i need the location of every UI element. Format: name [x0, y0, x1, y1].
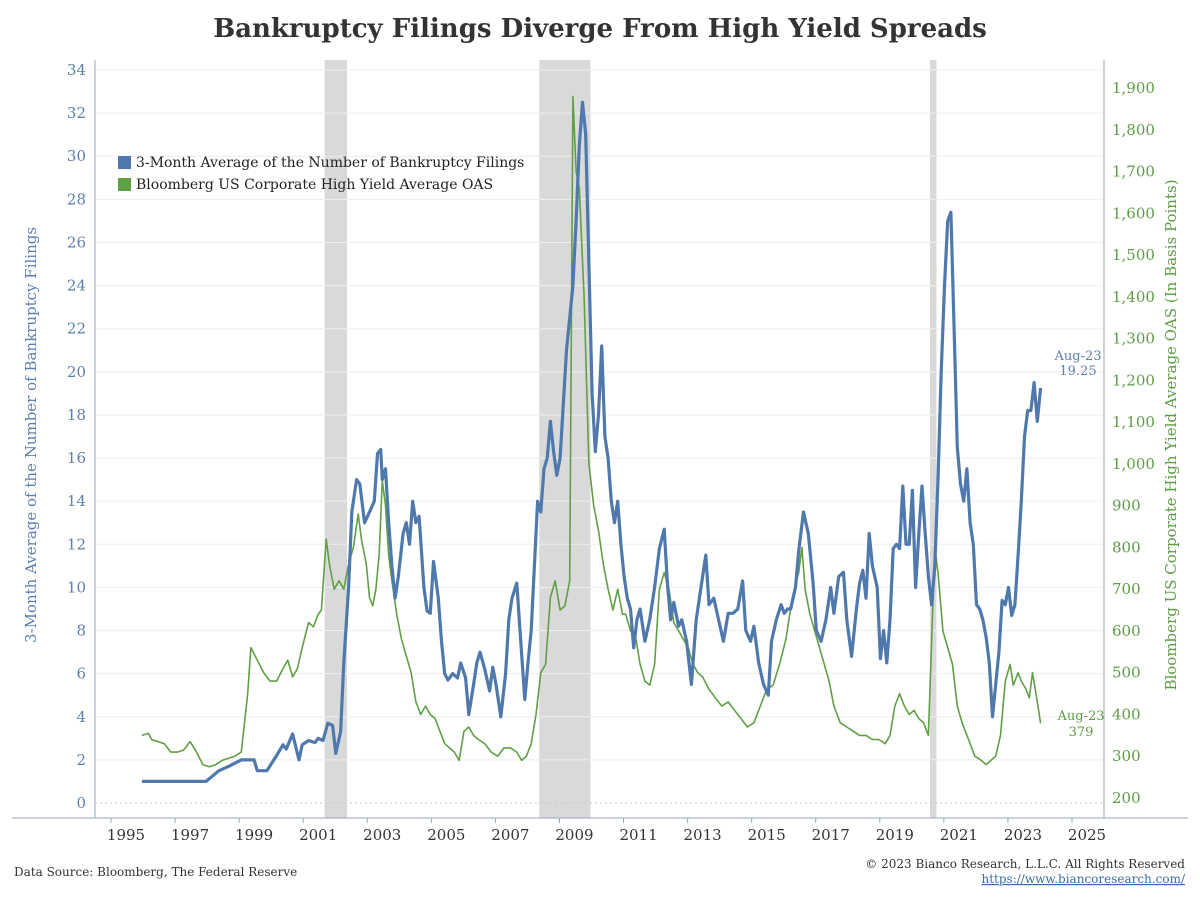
- y-left-tick-label: 34: [67, 61, 86, 79]
- annotation-filings: Aug-23 19.25: [1053, 349, 1101, 379]
- y-right-tick-label: 500: [1112, 664, 1141, 682]
- y-left-tick-label: 26: [67, 233, 86, 251]
- y-left-tick-label: 12: [67, 535, 86, 553]
- x-tick-label: 2013: [684, 826, 722, 844]
- y-right-tick-label: 1,800: [1112, 121, 1155, 139]
- y-left-tick-label: 16: [67, 449, 86, 467]
- y-left-tick-label: 6: [76, 665, 86, 683]
- y-left-tick-label: 22: [67, 320, 86, 338]
- y-right-tick-label: 1,900: [1112, 79, 1155, 97]
- y-left-tick-label: 28: [67, 190, 86, 208]
- y-left-tick-label: 4: [76, 708, 86, 726]
- y-left-tick-label: 30: [67, 147, 86, 165]
- y-right-tick-label: 1,500: [1112, 246, 1155, 264]
- y-left-tick-label: 10: [67, 578, 86, 596]
- x-tick-label: 2023: [1004, 826, 1042, 844]
- y-axis-left-label: 3-Month Average of the Number of Bankrup…: [22, 227, 40, 643]
- recession-band-1: [539, 60, 591, 818]
- x-tick-label: 1995: [107, 826, 145, 844]
- legend-label-filings: 3-Month Average of the Number of Bankrup…: [136, 155, 524, 171]
- y-right-tick-label: 600: [1112, 622, 1141, 640]
- y-left-tick-label: 0: [76, 794, 86, 812]
- legend: 3-Month Average of the Number of Bankrup…: [118, 155, 524, 193]
- annotation-oas-label: Aug-23: [1056, 709, 1104, 724]
- y-right-tick-label: 1,000: [1112, 455, 1155, 473]
- x-tick-label: 2009: [555, 826, 593, 844]
- annotation-filings-label: Aug-23: [1053, 349, 1101, 364]
- series-line-oas: [141, 95, 1042, 768]
- annotation-filings-value: 19.25: [1059, 364, 1096, 379]
- legend-label-oas: Bloomberg US Corporate High Yield Averag…: [136, 177, 493, 193]
- chart-title: Bankruptcy Filings Diverge From High Yie…: [213, 14, 987, 44]
- series-lines: [141, 95, 1043, 783]
- y-right-tick-label: 1,700: [1112, 163, 1155, 181]
- x-tick-label: 2017: [812, 826, 850, 844]
- y-right-tick-label: 700: [1112, 580, 1141, 598]
- y-axis-right-label: Bloomberg US Corporate High Yield Averag…: [1162, 179, 1180, 690]
- y-left-tick-label: 14: [67, 492, 86, 510]
- x-tick-label: 2025: [1068, 826, 1106, 844]
- y-right-tick-label: 200: [1112, 789, 1141, 807]
- recession-band-0: [324, 60, 348, 818]
- y-right-tick-label: 1,100: [1112, 413, 1155, 431]
- x-tick-label: 2005: [427, 826, 465, 844]
- y-right-tick-label: 1,300: [1112, 330, 1155, 348]
- x-tick-label: 2015: [748, 826, 786, 844]
- x-tick-label: 2003: [363, 826, 401, 844]
- y-right-tick-label: 1,200: [1112, 371, 1155, 389]
- annotation-oas-value: 379: [1069, 725, 1094, 740]
- x-tick-label: 1999: [235, 826, 273, 844]
- x-tick-label: 2007: [491, 826, 529, 844]
- y-right-tick-label: 800: [1112, 538, 1141, 556]
- y-right-tick-label: 900: [1112, 497, 1141, 515]
- series-line-filings: [142, 100, 1043, 783]
- y-right-tick-label: 300: [1112, 747, 1141, 765]
- y-left-tick-label: 24: [67, 277, 86, 295]
- x-tick-label: 1997: [171, 826, 209, 844]
- y-left-tick-label: 20: [67, 363, 86, 381]
- y-right-tick-label: 1,600: [1112, 204, 1155, 222]
- annotation-oas: Aug-23 379: [1056, 709, 1104, 740]
- x-tick-label: 2001: [299, 826, 337, 844]
- x-tick-label: 2011: [619, 826, 657, 844]
- y-left-tick-label: 32: [67, 104, 86, 122]
- x-tick-label: 2019: [876, 826, 914, 844]
- recession-band-2: [930, 60, 937, 818]
- x-tick-label: 2021: [940, 826, 978, 844]
- y-left-tick-label: 2: [76, 751, 86, 769]
- copyright: © 2023 Bianco Research, L.L.C. All Right…: [865, 857, 1185, 871]
- axes: 0246810121416182022242628303234200300400…: [12, 60, 1188, 844]
- y-left-tick-label: 18: [67, 406, 86, 424]
- y-left-tick-label: 8: [76, 622, 86, 640]
- website-link[interactable]: https://www.biancoresearch.com/: [981, 872, 1185, 886]
- legend-swatch-filings: [118, 156, 131, 169]
- legend-swatch-oas: [118, 178, 131, 191]
- gridlines: [95, 69, 1104, 804]
- y-right-tick-label: 400: [1112, 705, 1141, 723]
- y-right-tick-label: 1,400: [1112, 288, 1155, 306]
- data-source: Data Source: Bloomberg, The Federal Rese…: [14, 865, 297, 879]
